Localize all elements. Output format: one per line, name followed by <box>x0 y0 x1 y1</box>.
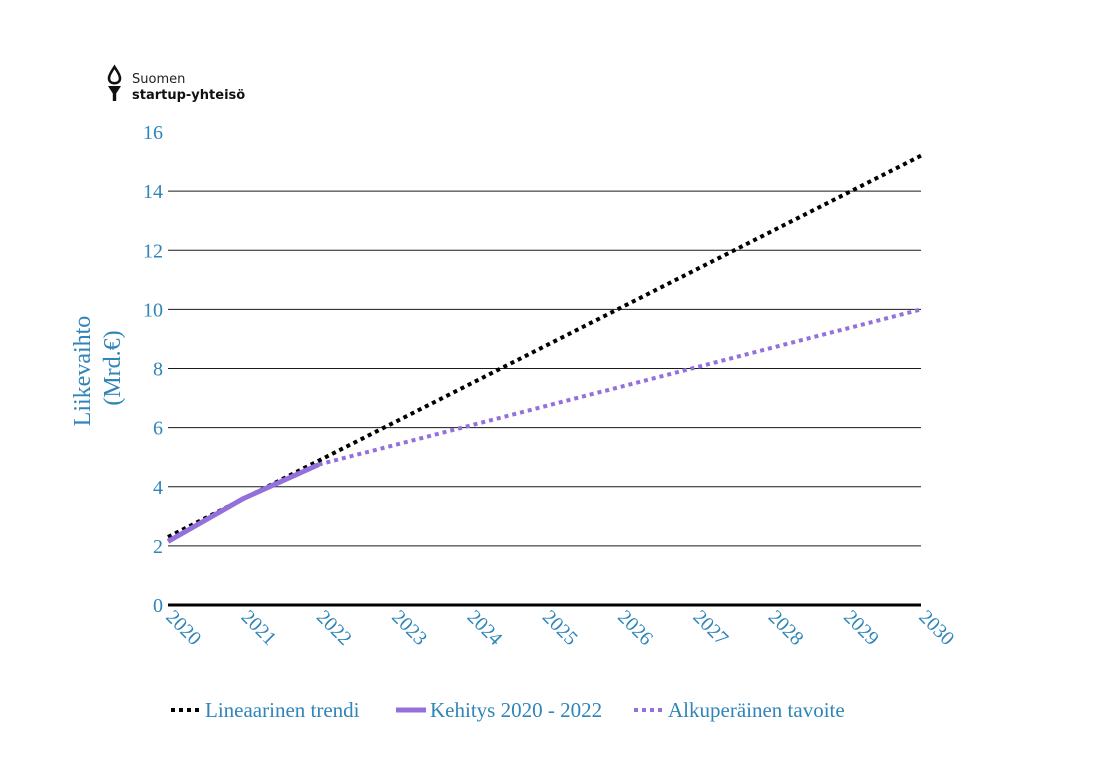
drop-icon <box>107 64 122 85</box>
x-tick-label: 2022 <box>312 606 356 650</box>
y-tick-label: 6 <box>153 418 163 440</box>
series-line-2 <box>318 307 922 467</box>
y-tick-label: 10 <box>143 299 163 321</box>
x-tick-label: 2030 <box>914 606 958 650</box>
y-tick-label: 16 <box>143 122 163 144</box>
y-axis-title: Liikevaihto (Mrd.€) <box>70 310 126 427</box>
series-line-1 <box>166 462 320 544</box>
y-tick-label: 8 <box>153 359 163 381</box>
x-tick-label: 2023 <box>387 606 431 650</box>
gridlines <box>168 190 921 607</box>
y-tick-label: 12 <box>143 240 163 262</box>
logo: Suomen startup-yhteisö <box>107 64 245 103</box>
legend-label-2: Alkuperäinen tavoite <box>668 698 845 722</box>
x-tick-label: 2024 <box>463 606 507 650</box>
x-tick-label: 2020 <box>161 606 205 650</box>
x-tick-label: 2026 <box>613 606 657 650</box>
x-tick-label: 2025 <box>538 606 582 650</box>
funnel-icon <box>108 86 121 101</box>
legend: Lineaarinen trendi Kehitys 2020 - 2022 Alk… <box>171 698 845 722</box>
series-lines <box>166 153 922 544</box>
logo-text-line2: startup-yhteisö <box>132 88 245 103</box>
x-tick-labels: 2020 2021 2022 2023 2024 2025 2026 2027 2028 2029… <box>161 606 958 650</box>
legend-label-1: Kehitys 2020 - 2022 <box>430 698 602 722</box>
y-tick-labels: 0 2 4 6 8 10 12 14 16 <box>143 122 163 617</box>
y-axis-title-line2: (Mrd.€) <box>100 330 126 405</box>
y-tick-label: 4 <box>153 477 163 499</box>
x-tick-label: 2021 <box>237 606 281 650</box>
logo-text-line1: Suomen <box>132 72 185 87</box>
y-tick-label: 14 <box>143 181 163 203</box>
y-axis-title-line1: Liikevaihto <box>70 316 96 427</box>
x-tick-label: 2028 <box>764 606 808 650</box>
x-tick-label: 2029 <box>839 606 883 650</box>
y-tick-label: 0 <box>153 595 163 617</box>
legend-label-0: Lineaarinen trendi <box>205 698 360 722</box>
y-tick-label: 2 <box>153 536 163 558</box>
x-tick-label: 2027 <box>689 606 733 650</box>
